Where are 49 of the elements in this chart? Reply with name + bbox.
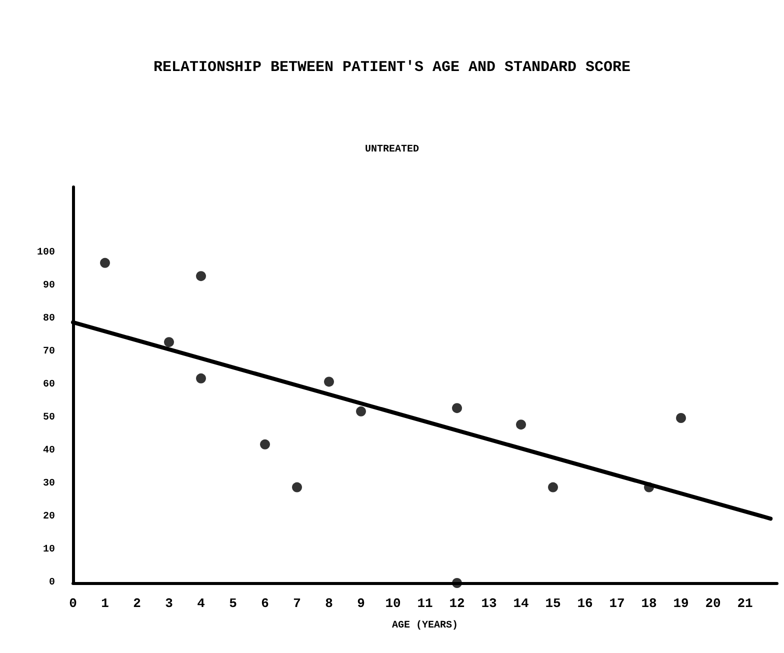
point (452, 578, 462, 588)
point (196, 373, 206, 384)
x-tick-label: 5 (229, 596, 238, 611)
x-tick-label: 11 (417, 596, 433, 611)
y-tick-label: 20 (42, 512, 55, 522)
y-tick-label: 0 (48, 578, 55, 588)
y-tick-label: 80 (42, 314, 55, 324)
x-tick-label: 8 (325, 596, 334, 611)
x-tick-label: 20 (705, 596, 721, 611)
x-tick-label: 16 (577, 596, 593, 611)
x-axis-title: AGE (YEARS) (392, 620, 458, 632)
point (164, 337, 174, 348)
point (548, 482, 558, 492)
chart-title: RELATIONSHIP BETWEEN PATIENT'S AGE AND STANDARD SCORE (153, 59, 631, 76)
point (356, 406, 366, 416)
x-tick-label: 21 (737, 596, 753, 611)
point (324, 376, 334, 387)
x-tick-label: 6 (261, 596, 270, 611)
y-tick-label: 100 (36, 248, 55, 258)
point (100, 258, 110, 268)
x-tick-label: 12 (449, 596, 465, 611)
x-tick-label: 18 (641, 596, 657, 611)
point (196, 271, 206, 282)
x-tick-label: 1 (101, 596, 110, 611)
x-tick-label: 9 (357, 596, 366, 611)
point (452, 403, 462, 414)
point (260, 439, 270, 450)
x-tick-label: 2 (133, 596, 142, 611)
x-tick-label: 7 (293, 596, 301, 611)
point (292, 482, 302, 492)
y-tick-label: 10 (42, 544, 55, 556)
y-tick-label: 60 (42, 380, 55, 390)
x-tick-label: 17 (609, 596, 625, 611)
x-tick-label: 4 (197, 596, 206, 611)
x-tick-label: 3 (165, 596, 174, 611)
y-tick-label: 70 (42, 346, 55, 358)
point (516, 420, 526, 430)
point (676, 413, 686, 423)
x-tick-label: 10 (385, 596, 401, 611)
x-tick-label: 19 (673, 596, 689, 611)
chart-subtitle: UNTREATED (364, 144, 420, 156)
y-tick-label: 50 (42, 412, 55, 424)
x-tick-label: 14 (513, 596, 529, 611)
y-tick-label: 40 (42, 446, 55, 456)
x-tick-label: 13 (481, 596, 497, 611)
x-tick-label: 0 (69, 596, 78, 611)
x-tick-label: 15 (545, 596, 561, 611)
y-tick-label: 30 (42, 478, 55, 490)
y-tick-label: 90 (42, 280, 55, 292)
